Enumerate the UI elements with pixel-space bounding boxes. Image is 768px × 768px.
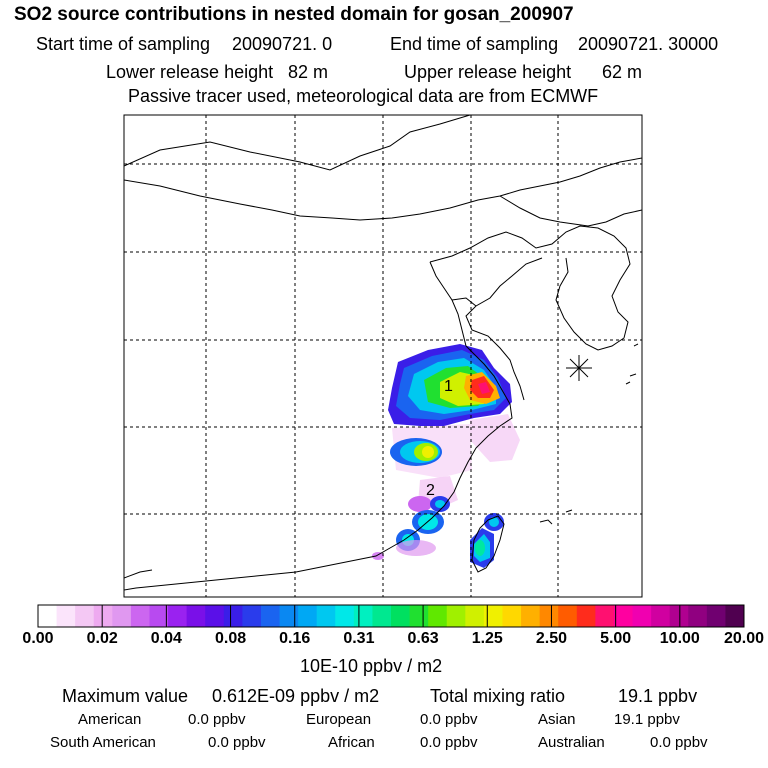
colorbar-cell [725,605,745,627]
colorbar-cell [75,605,95,627]
source-african-value: 0.0 ppbv [420,734,478,751]
colorbar-cell [688,605,708,627]
colorbar-cell [242,605,262,627]
source-american-label: American [78,711,142,728]
colorbar-tick-label: 0.31 [343,630,375,647]
coastlines [124,115,642,591]
colorbar-cell [669,605,689,627]
colorbar-cell [112,605,132,627]
colorbar-cell [56,605,76,627]
chart-title: SO2 source contributions in nested domai… [14,4,574,25]
colorbar-cell [186,605,206,627]
lower-release-label: Lower release height [106,62,274,82]
start-time-label: Start time of sampling [36,34,211,54]
source-asian-label: Asian [538,711,576,728]
colorbar-cell [205,605,225,627]
colorbar-cell [149,605,169,627]
colorbar-cell [353,605,373,627]
tracer-note: Passive tracer used, meteorological data… [128,86,599,106]
colorbar-tick-label: 0.16 [279,630,311,647]
colorbar-cell [483,605,503,627]
colorbar-tick-label: 0.08 [214,630,247,647]
plume-secondary [390,438,442,466]
colorbar-cell [223,605,243,627]
colorbar-tick-label: 10.00 [659,630,700,647]
colorbar-tick-label: 0.04 [150,630,182,647]
colorbar-cell [316,605,336,627]
max-value: 0.612E-09 ppbv / m2 [212,686,380,706]
colorbar-cell [93,605,113,627]
colorbar-cell [595,605,615,627]
colorbar-tick-label: 20.00 [723,630,765,647]
colorbar-cell [298,605,318,627]
source-american-value: 0.0 ppbv [188,711,246,728]
colorbar-tick-label: 5.00 [600,630,632,647]
colorbar-cell [465,605,485,627]
upper-release-value: 62 m [602,62,643,82]
total-mixing-value: 19.1 ppbv [618,686,698,706]
map-grid [124,115,642,597]
lower-release-value: 82 m [288,62,329,82]
colorbar-cell [279,605,299,627]
colorbar-cell [428,605,448,627]
max-value-label: Maximum value [62,686,189,706]
colorbar-tick-label: 0.00 [22,630,54,647]
region-label-1: 1 [444,378,453,395]
colorbar-tick-label: 0.63 [407,630,439,647]
colorbar-tick-label: 0.02 [86,630,118,647]
colorbar-cell [391,605,411,627]
colorbar-tick-label: 2.50 [535,630,568,647]
colorbar-cell [260,605,281,627]
source-south-american-label: South American [50,734,156,751]
colorbar-cell [409,605,429,627]
colorbar-tick-label: 1.25 [471,630,503,647]
end-time-label: End time of sampling [390,34,559,54]
colorbar-cell [632,605,652,627]
region-label-2: 2 [426,482,435,499]
colorbar-cell [521,605,541,627]
source-australian-value: 0.0 ppbv [650,734,708,751]
colorbar-cell [539,605,559,627]
colorbar-cell [576,605,596,627]
colorbar-cell [38,605,58,627]
colorbar-cell [651,605,671,627]
colorbar-unit: 10E-10 ppbv / m2 [300,656,443,676]
colorbar-cell [502,605,522,627]
map-frame [123,114,643,598]
source-south-american-value: 0.0 ppbv [208,734,266,751]
total-mixing-label: Total mixing ratio [430,686,566,706]
asterisk-marker-icon [566,355,592,381]
source-australian-label: Australian [538,734,605,751]
upper-release-label: Upper release height [404,62,572,82]
colorbar-cell [446,605,466,627]
start-time-value: 20090721. 0 [232,34,333,54]
source-african-label: African [328,734,375,751]
colorbar-cell [168,605,188,627]
source-european-label: European [306,711,372,728]
colorbar-cell [335,605,355,627]
end-time-value: 20090721. 30000 [578,34,719,54]
colorbar-cell [706,605,726,627]
colorbar-cell [613,605,634,627]
colorbar-cell [130,605,150,627]
plume-region-1 [388,344,520,478]
source-european-value: 0.0 ppbv [420,711,478,728]
colorbar-cell [558,605,578,627]
source-asian-value: 19.1 ppbv [614,711,680,728]
colorbar-cell [372,605,392,627]
